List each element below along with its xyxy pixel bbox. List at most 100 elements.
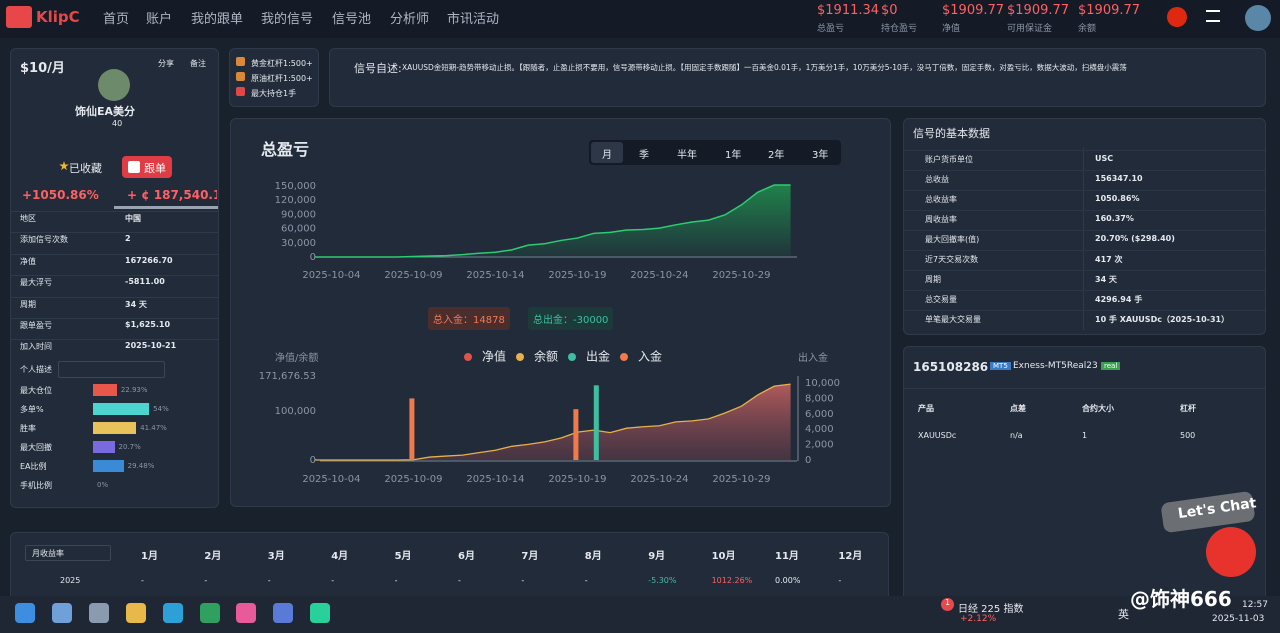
x-tick-label: 2025-10-29 bbox=[712, 270, 770, 281]
area-line bbox=[315, 184, 791, 258]
nav-item[interactable]: 首页 bbox=[103, 12, 130, 27]
chat-button[interactable] bbox=[1206, 527, 1256, 577]
basic-value: 20.70% ($298.40) bbox=[1095, 234, 1175, 243]
basic-label: 总收益 bbox=[925, 175, 949, 184]
x-tick-label: 2025-10-14 bbox=[466, 474, 524, 485]
y-tick-label: 0 bbox=[310, 252, 316, 263]
x-tick-label: 2025-10-04 bbox=[302, 270, 360, 281]
stat-value: $1909.77 bbox=[1078, 3, 1141, 18]
x-tick-label: 2025-10-09 bbox=[384, 270, 442, 281]
row-line bbox=[11, 232, 218, 234]
taskbar-icon[interactable] bbox=[15, 603, 35, 623]
basic-label: 单笔最大交易量 bbox=[925, 315, 981, 324]
avatar[interactable] bbox=[1245, 5, 1271, 31]
account-id: 165108286 bbox=[913, 360, 989, 374]
period-tab[interactable]: 1年 bbox=[725, 150, 742, 161]
deposit-total: 总入金：14878 bbox=[428, 307, 510, 330]
taskbar-icon[interactable] bbox=[89, 603, 109, 623]
line bbox=[315, 383, 791, 461]
period-tab[interactable]: 2年 bbox=[768, 150, 785, 161]
row-line bbox=[904, 270, 1265, 271]
y-tick-label: 120,000 bbox=[275, 195, 316, 206]
nav-item[interactable]: 信号池 bbox=[332, 12, 372, 27]
taskbar-icon[interactable] bbox=[273, 603, 293, 623]
row-value: 中国 bbox=[125, 214, 141, 223]
note[interactable]: 备注 bbox=[190, 59, 206, 68]
bar bbox=[409, 398, 415, 460]
menu-icon[interactable] bbox=[1206, 10, 1220, 22]
row-line bbox=[904, 310, 1265, 311]
nav-item[interactable]: 分析师 bbox=[390, 12, 430, 27]
follow[interactable]: 跟单 bbox=[144, 162, 166, 175]
select-text[interactable]: 月收益率 bbox=[32, 549, 64, 558]
y-tick-label: 171,676.53 bbox=[259, 371, 316, 382]
taskbar-icon[interactable] bbox=[126, 603, 146, 623]
month-cell: - bbox=[458, 576, 461, 585]
share[interactable]: 分享 bbox=[158, 59, 174, 68]
row-line bbox=[904, 150, 1265, 151]
taskbar-icon[interactable] bbox=[310, 603, 330, 623]
period-tab[interactable]: 季 bbox=[639, 150, 649, 161]
row-line bbox=[11, 211, 218, 212]
taskbar-icon[interactable] bbox=[52, 603, 72, 623]
row-label: 最大浮亏 bbox=[20, 278, 52, 288]
month-cell: - bbox=[394, 576, 398, 585]
y-tick-label: 100,000 bbox=[275, 406, 316, 417]
flag[interactable] bbox=[1167, 7, 1187, 27]
metric-label: 多单% bbox=[20, 405, 44, 414]
taskbar-icon[interactable] bbox=[236, 603, 256, 623]
row-line bbox=[904, 290, 1265, 291]
metric-label: 最大仓位 bbox=[20, 386, 52, 395]
row-line bbox=[904, 230, 1265, 231]
nav-item[interactable]: 市讯活动 bbox=[447, 12, 500, 27]
chat-text[interactable]: Let's Chat bbox=[1176, 495, 1258, 523]
month-cell: 1012.26% bbox=[711, 576, 753, 585]
plus-icon bbox=[128, 161, 140, 173]
row-value: $1,625.10 bbox=[125, 320, 171, 329]
bar bbox=[593, 385, 599, 460]
taskbar-icon[interactable] bbox=[163, 603, 183, 623]
return: +1050.86% bbox=[22, 188, 99, 202]
period-tabs bbox=[589, 140, 841, 165]
period-tab[interactable]: 半年 bbox=[677, 150, 697, 161]
row-label: 加入时间 bbox=[20, 342, 52, 352]
month: 1月 bbox=[141, 551, 158, 562]
period-tab[interactable]: 月 bbox=[602, 150, 612, 161]
y-tick-label: 90,000 bbox=[281, 209, 316, 220]
row-label: 地区 bbox=[20, 214, 36, 223]
legend-dot bbox=[620, 353, 628, 361]
month: 5月 bbox=[394, 551, 412, 562]
nav-item[interactable]: 我的信号 bbox=[261, 12, 314, 27]
nav-item[interactable]: 我的跟单 bbox=[191, 12, 244, 27]
basic-value: 4296.94 手 bbox=[1095, 295, 1143, 304]
favorite[interactable]: 已收藏 bbox=[69, 162, 102, 175]
taskbar-icon[interactable] bbox=[200, 603, 220, 623]
nav-item[interactable]: 账户 bbox=[146, 12, 173, 27]
month-select[interactable]: 月收益率 bbox=[25, 545, 111, 561]
stat-value: $1911.34 bbox=[817, 3, 880, 18]
x-tick-label: 2025-10-09 bbox=[384, 474, 442, 485]
month: 7月 bbox=[521, 551, 539, 562]
follow-button[interactable]: 跟单 bbox=[122, 156, 172, 178]
month-cell: - bbox=[141, 576, 144, 585]
divider bbox=[1083, 148, 1084, 330]
metric-bar bbox=[93, 441, 115, 453]
basic-label: 周期 bbox=[925, 275, 941, 284]
y-tick-label: 30,000 bbox=[281, 238, 316, 249]
row-line bbox=[11, 253, 218, 255]
desc-text: XAUUSD金短期-趋势带移动止损。【跟随者，止盈止损不要用，信号源带移动止损。… bbox=[402, 63, 1127, 72]
badge-icon bbox=[236, 87, 245, 96]
y2-tick-label: 2,000 bbox=[805, 440, 834, 451]
year: 2025 bbox=[60, 576, 81, 585]
metric-value: 54% bbox=[153, 405, 169, 413]
basic-label: 最大回撤率(值) bbox=[925, 235, 980, 244]
account-cell: 500 bbox=[1180, 431, 1196, 440]
row-line bbox=[11, 275, 218, 277]
period-tab[interactable]: 3年 bbox=[812, 150, 829, 161]
desc-input[interactable] bbox=[58, 361, 165, 378]
x-tick-label: 2025-10-14 bbox=[466, 270, 524, 281]
x-tick-label: 2025-10-19 bbox=[548, 270, 606, 281]
metric-value: 0% bbox=[97, 481, 109, 489]
